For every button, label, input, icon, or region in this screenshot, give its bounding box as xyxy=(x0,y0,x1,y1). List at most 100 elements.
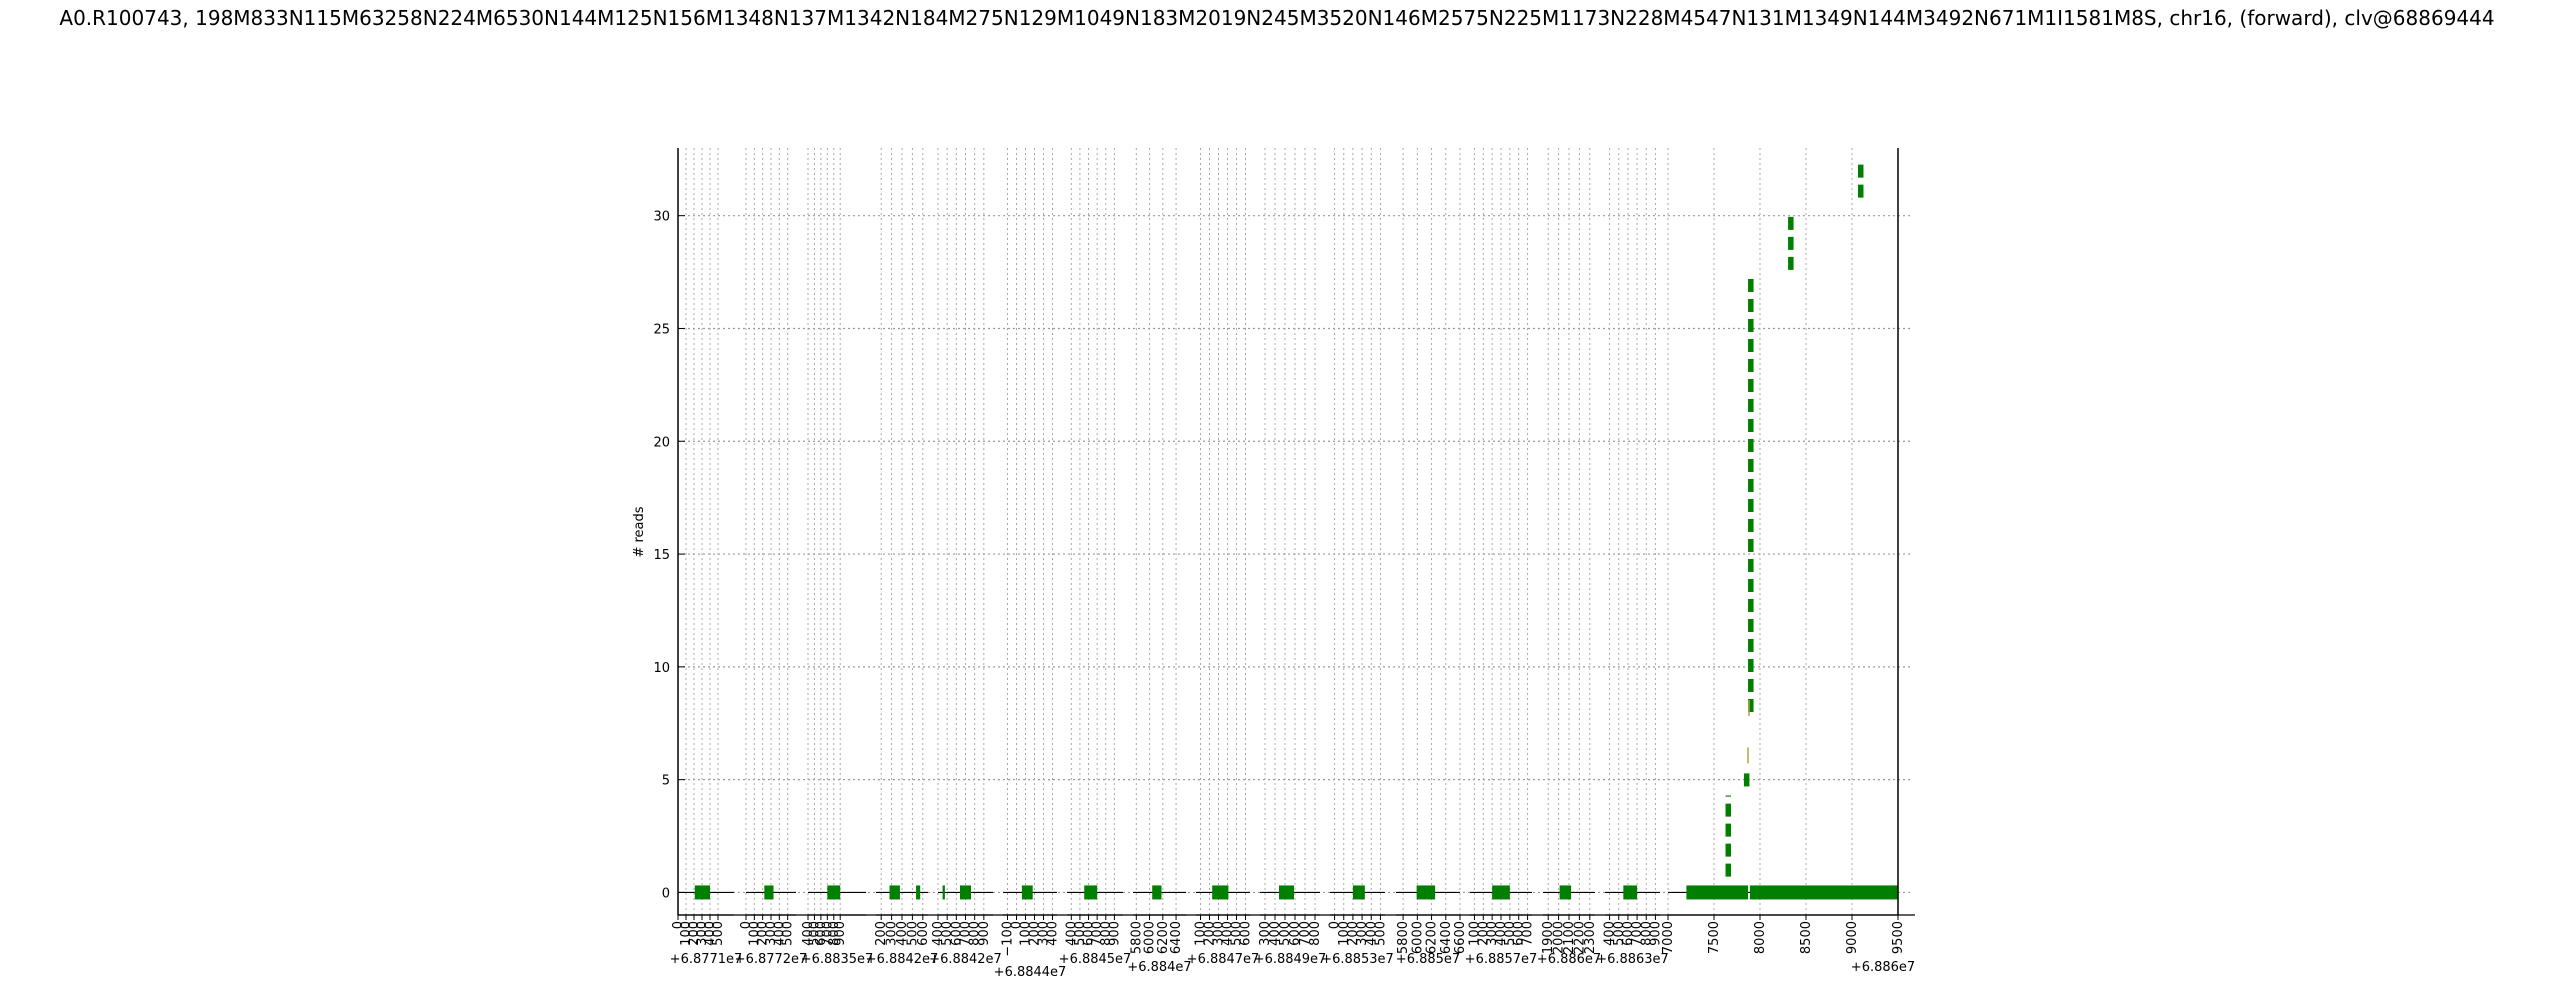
exon-bar xyxy=(1686,885,1749,900)
exon-bar xyxy=(916,885,921,900)
exon-bar xyxy=(1623,885,1638,900)
x-tick-label: 700 xyxy=(1521,921,1536,946)
x-tick-label: 6400 xyxy=(1439,921,1454,954)
x-tick-label: 600 xyxy=(1288,921,1303,946)
x-offset-label: +6.8857e7 xyxy=(1465,952,1538,967)
exon-bar xyxy=(1749,885,1898,900)
y-tick-label: 5 xyxy=(662,774,670,789)
y-axis-label: # reads xyxy=(632,506,647,557)
x-tick-label: 800 xyxy=(1099,921,1114,946)
x-tick-label: 200 xyxy=(1203,921,1218,946)
x-tick-label: 2200 xyxy=(1572,921,1587,954)
x-tick-label: 300 xyxy=(1258,921,1273,946)
x-tick-label: 500 xyxy=(940,921,955,946)
x-tick-label: 500 xyxy=(1230,921,1245,946)
x-tick-label: 600 xyxy=(1239,921,1254,946)
x-offset-label: +6.8772e7 xyxy=(735,952,808,967)
x-tick-label: 9000 xyxy=(1845,921,1860,954)
x-offset-label: +6.8844e7 xyxy=(994,965,1067,980)
x-tick-label: 100 xyxy=(1019,921,1034,946)
x-tick-label: 600 xyxy=(1082,921,1097,946)
x-tick-label: 0 xyxy=(1010,921,1025,929)
x-tick-label: 400 xyxy=(1221,921,1236,946)
x-tick-label: 800 xyxy=(968,921,983,946)
x-tick-label: 100 xyxy=(679,921,694,946)
exon-bar xyxy=(942,885,945,900)
x-tick-label: 400 xyxy=(1064,921,1079,946)
x-tick-label: 700 xyxy=(820,921,835,946)
x-tick-label: 200 xyxy=(874,921,889,946)
y-tick-label: 15 xyxy=(653,548,670,563)
x-offset-label: +6.886e7 xyxy=(1851,960,1915,975)
x-offset-label: +6.8771e7 xyxy=(670,952,743,967)
exon-bar xyxy=(764,885,774,900)
x-offset-label: +6.8849e7 xyxy=(1254,952,1327,967)
x-tick-label: 400 xyxy=(772,921,787,946)
x-tick-label: 2300 xyxy=(1583,921,1598,954)
exon-bar xyxy=(827,885,841,900)
x-tick-label: 1900 xyxy=(1541,921,1556,954)
x-tick-label: 500 xyxy=(1503,921,1518,946)
x-tick-label: 400 xyxy=(1603,921,1618,946)
axis-layer xyxy=(677,148,1915,920)
x-tick-label: 100 xyxy=(1467,921,1482,946)
y-tick-label: 30 xyxy=(653,210,670,225)
x-tick-label: 100 xyxy=(1194,921,1209,946)
label-layer: 0100200300400500+6.8771e7010020030040050… xyxy=(632,210,1915,980)
x-tick-label: 600 xyxy=(814,921,829,946)
x-tick-label: 700 xyxy=(959,921,974,946)
x-tick-label: 5800 xyxy=(1396,921,1411,954)
x-offset-label: +6.8842e7 xyxy=(866,952,939,967)
x-tick-label: 500 xyxy=(1073,921,1088,946)
x-offset-label: +6.8853e7 xyxy=(1321,952,1394,967)
x-tick-label: 6000 xyxy=(1410,921,1425,954)
x-tick-label: 300 xyxy=(1485,921,1500,946)
exon-bar xyxy=(1021,885,1033,900)
exon-bar xyxy=(1352,885,1365,900)
grid-layer xyxy=(677,148,1912,915)
x-tick-label: 100 xyxy=(1337,921,1352,946)
x-tick-label: 500 xyxy=(1373,921,1388,946)
x-tick-label: 100 xyxy=(747,921,762,946)
x-offset-label: +6.8835e7 xyxy=(801,952,874,967)
x-tick-label: 700 xyxy=(1090,921,1105,946)
exon-bar xyxy=(1279,885,1294,900)
x-tick-label: 0 xyxy=(739,921,754,929)
x-tick-label: 200 xyxy=(1476,921,1491,946)
x-tick-label: 400 xyxy=(1494,921,1509,946)
y-tick-label: 25 xyxy=(653,322,670,337)
x-tick-label: 400 xyxy=(703,921,718,946)
x-tick-label: 600 xyxy=(949,921,964,946)
x-offset-label: +6.8842e7 xyxy=(929,952,1002,967)
exon-bar xyxy=(694,885,710,900)
exon-bar xyxy=(889,885,900,900)
exon-bar xyxy=(1559,885,1572,900)
x-tick-label: 500 xyxy=(711,921,726,946)
x-offset-label: +6.8847e7 xyxy=(1187,952,1260,967)
x-tick-label: 200 xyxy=(687,921,702,946)
x-tick-label: 300 xyxy=(1037,921,1052,946)
x-tick-label: 600 xyxy=(1512,921,1527,946)
x-tick-label: −100 xyxy=(1001,921,1016,957)
x-offset-label: +6.885e7 xyxy=(1396,952,1460,967)
x-offset-label: +6.8845e7 xyxy=(1059,952,1132,967)
x-tick-label: 5800 xyxy=(1129,921,1144,954)
x-tick-label: 2000 xyxy=(1552,921,1567,954)
x-tick-label: 7500 xyxy=(1707,921,1722,954)
x-tick-label: 600 xyxy=(1621,921,1636,946)
x-tick-label: 9500 xyxy=(1891,921,1906,954)
x-tick-label: 800 xyxy=(827,921,842,946)
exon-bar xyxy=(1212,885,1229,900)
x-tick-label: 200 xyxy=(756,921,771,946)
x-tick-label: 400 xyxy=(1268,921,1283,946)
x-tick-label: 6400 xyxy=(1169,921,1184,954)
x-tick-label: 300 xyxy=(1355,921,1370,946)
exon-bar xyxy=(1084,885,1098,900)
x-tick-label: 6000 xyxy=(1143,921,1158,954)
x-tick-label: 400 xyxy=(895,921,910,946)
x-tick-label: 900 xyxy=(833,921,848,946)
x-tick-label: 500 xyxy=(905,921,920,946)
bar-layer xyxy=(694,163,1898,900)
x-offset-label: +6.886e7 xyxy=(1537,952,1601,967)
